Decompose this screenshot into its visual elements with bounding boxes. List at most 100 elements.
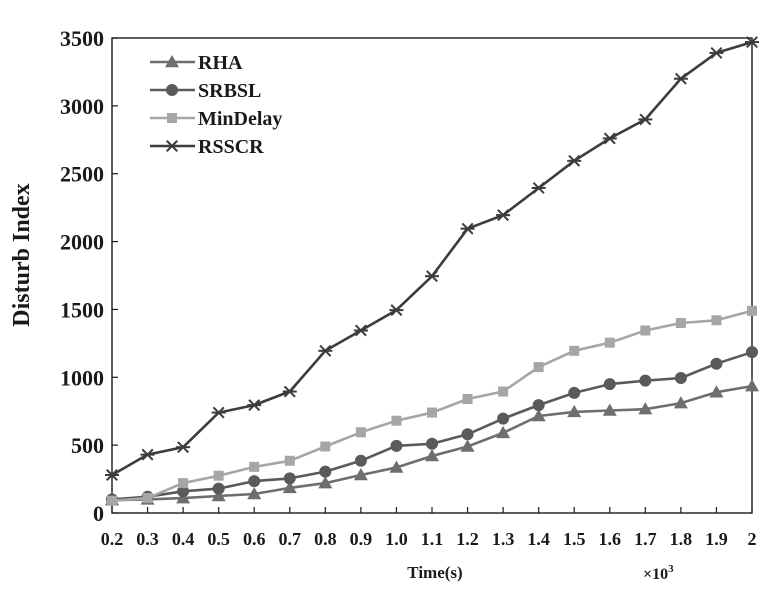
data-point-rha <box>282 480 297 494</box>
data-point-rha <box>745 379 759 392</box>
x-tick-label: 1.6 <box>599 529 622 549</box>
data-point-rsscr <box>425 270 439 283</box>
data-point-mindelay <box>107 495 117 506</box>
legend-label: SRBSL <box>198 80 261 102</box>
data-point-srbsl <box>497 412 510 425</box>
data-point-srbsl <box>354 454 367 467</box>
y-axis: 0 500 1000 1500 2000 2500 3000 3500 <box>60 26 118 526</box>
data-point-mindelay <box>213 470 224 481</box>
x-tick-label: 1.9 <box>705 529 728 549</box>
data-point-mindelay <box>640 325 651 336</box>
data-point-mindelay <box>142 493 153 504</box>
x-tick-label: 0.7 <box>279 529 302 549</box>
data-point-rsscr <box>567 154 582 167</box>
series-line-mindelay <box>111 309 753 503</box>
x-tick-label: 0.3 <box>136 529 159 549</box>
data-point-rsscr <box>531 182 546 194</box>
data-point-rha <box>602 403 617 416</box>
data-point-mindelay <box>747 305 757 316</box>
x-tick-label: 1.8 <box>670 529 693 549</box>
data-point-rsscr <box>318 344 333 357</box>
data-point-mindelay <box>355 427 366 438</box>
data-point-rsscr <box>389 304 404 317</box>
data-point-rha <box>460 439 475 452</box>
data-point-rsscr <box>247 399 262 412</box>
x-tick-label: 1.3 <box>492 529 515 549</box>
y-tick-label: 3500 <box>60 26 104 51</box>
y-axis-title: Disturb Index <box>9 183 35 326</box>
y-tick-label: 500 <box>71 433 104 458</box>
legend-label: MinDelay <box>198 108 282 130</box>
data-point-mindelay <box>498 386 509 397</box>
y-tick-label: 0 <box>93 501 104 526</box>
data-point-srbsl <box>283 472 296 485</box>
legend-item-rha: RHA <box>150 52 243 74</box>
x-tick-label: 0.6 <box>243 529 266 549</box>
x-tick-label: 1.5 <box>563 529 586 549</box>
legend-label: RSSCR <box>198 136 264 158</box>
x-multiplier-exponent: 3 <box>668 563 674 575</box>
data-point-mindelay <box>675 318 686 328</box>
series-rsscr <box>105 36 759 481</box>
data-point-srbsl <box>177 485 190 498</box>
data-point-srbsl <box>212 482 225 495</box>
data-point-srbsl <box>674 371 687 384</box>
data-point-mindelay <box>320 441 331 452</box>
data-point-rha <box>247 487 262 500</box>
data-point-mindelay <box>569 345 580 356</box>
data-point-rsscr <box>602 132 617 145</box>
data-point-rha <box>673 396 688 409</box>
data-point-srbsl <box>710 357 723 370</box>
data-point-mindelay <box>427 407 437 418</box>
x-tick-label: 0.9 <box>350 529 373 549</box>
series-mindelay <box>107 305 757 506</box>
data-point-srbsl <box>603 378 616 391</box>
data-point-rsscr <box>709 46 724 59</box>
data-point-srbsl <box>746 346 758 359</box>
data-point-rsscr <box>638 113 653 126</box>
data-point-rha <box>567 404 582 418</box>
x-tick-label: 0.8 <box>314 529 337 549</box>
x-tick-label: 0.4 <box>172 529 195 549</box>
data-point-rsscr <box>176 441 191 454</box>
x-tick-label: 1.1 <box>421 529 444 549</box>
legend-item-rsscr: RSSCR <box>150 136 264 158</box>
data-point-rsscr <box>140 448 155 461</box>
data-point-rha <box>531 408 546 422</box>
x-tick-label: 2 <box>748 529 757 549</box>
data-point-rha <box>211 489 226 502</box>
x-multiplier-base: ×10 <box>643 566 668 583</box>
legend-item-srbsl: SRBSL <box>150 80 261 102</box>
legend-marker-srbsl <box>166 84 178 96</box>
y-tick-label: 2500 <box>60 162 104 187</box>
data-point-rha <box>638 402 653 415</box>
data-point-rha <box>389 460 404 473</box>
data-point-srbsl <box>532 399 545 412</box>
series-layer <box>105 36 759 506</box>
x-axis-title: Time(s) <box>407 563 462 582</box>
data-point-mindelay <box>284 455 295 466</box>
data-point-srbsl <box>319 465 332 478</box>
data-point-mindelay <box>462 394 473 404</box>
x-axis: 0.2 0.3 0.4 0.5 0.6 0.7 0.8 0.9 1.0 1.1 1.2 1.3 1.4 1… <box>101 507 757 549</box>
x-tick-label: 0.5 <box>207 529 230 549</box>
data-point-mindelay <box>604 337 615 348</box>
data-point-mindelay <box>711 315 722 326</box>
data-point-rsscr <box>211 406 226 419</box>
data-point-mindelay <box>249 461 260 472</box>
data-point-srbsl <box>461 428 474 441</box>
x-tick-label: 1.0 <box>385 529 408 549</box>
data-point-rsscr <box>460 222 475 235</box>
data-point-rha <box>425 449 439 462</box>
data-point-rsscr <box>496 209 511 222</box>
legend-label: RHA <box>198 52 243 74</box>
y-tick-label: 3000 <box>60 94 104 119</box>
data-point-srbsl <box>639 374 652 387</box>
data-point-mindelay <box>533 362 544 373</box>
legend-item-mindelay: MinDelay <box>150 108 282 130</box>
y-tick-label: 1500 <box>60 297 104 322</box>
x-multiplier: ×103 <box>643 563 674 583</box>
data-point-rsscr <box>673 72 688 85</box>
data-point-srbsl <box>390 439 403 452</box>
